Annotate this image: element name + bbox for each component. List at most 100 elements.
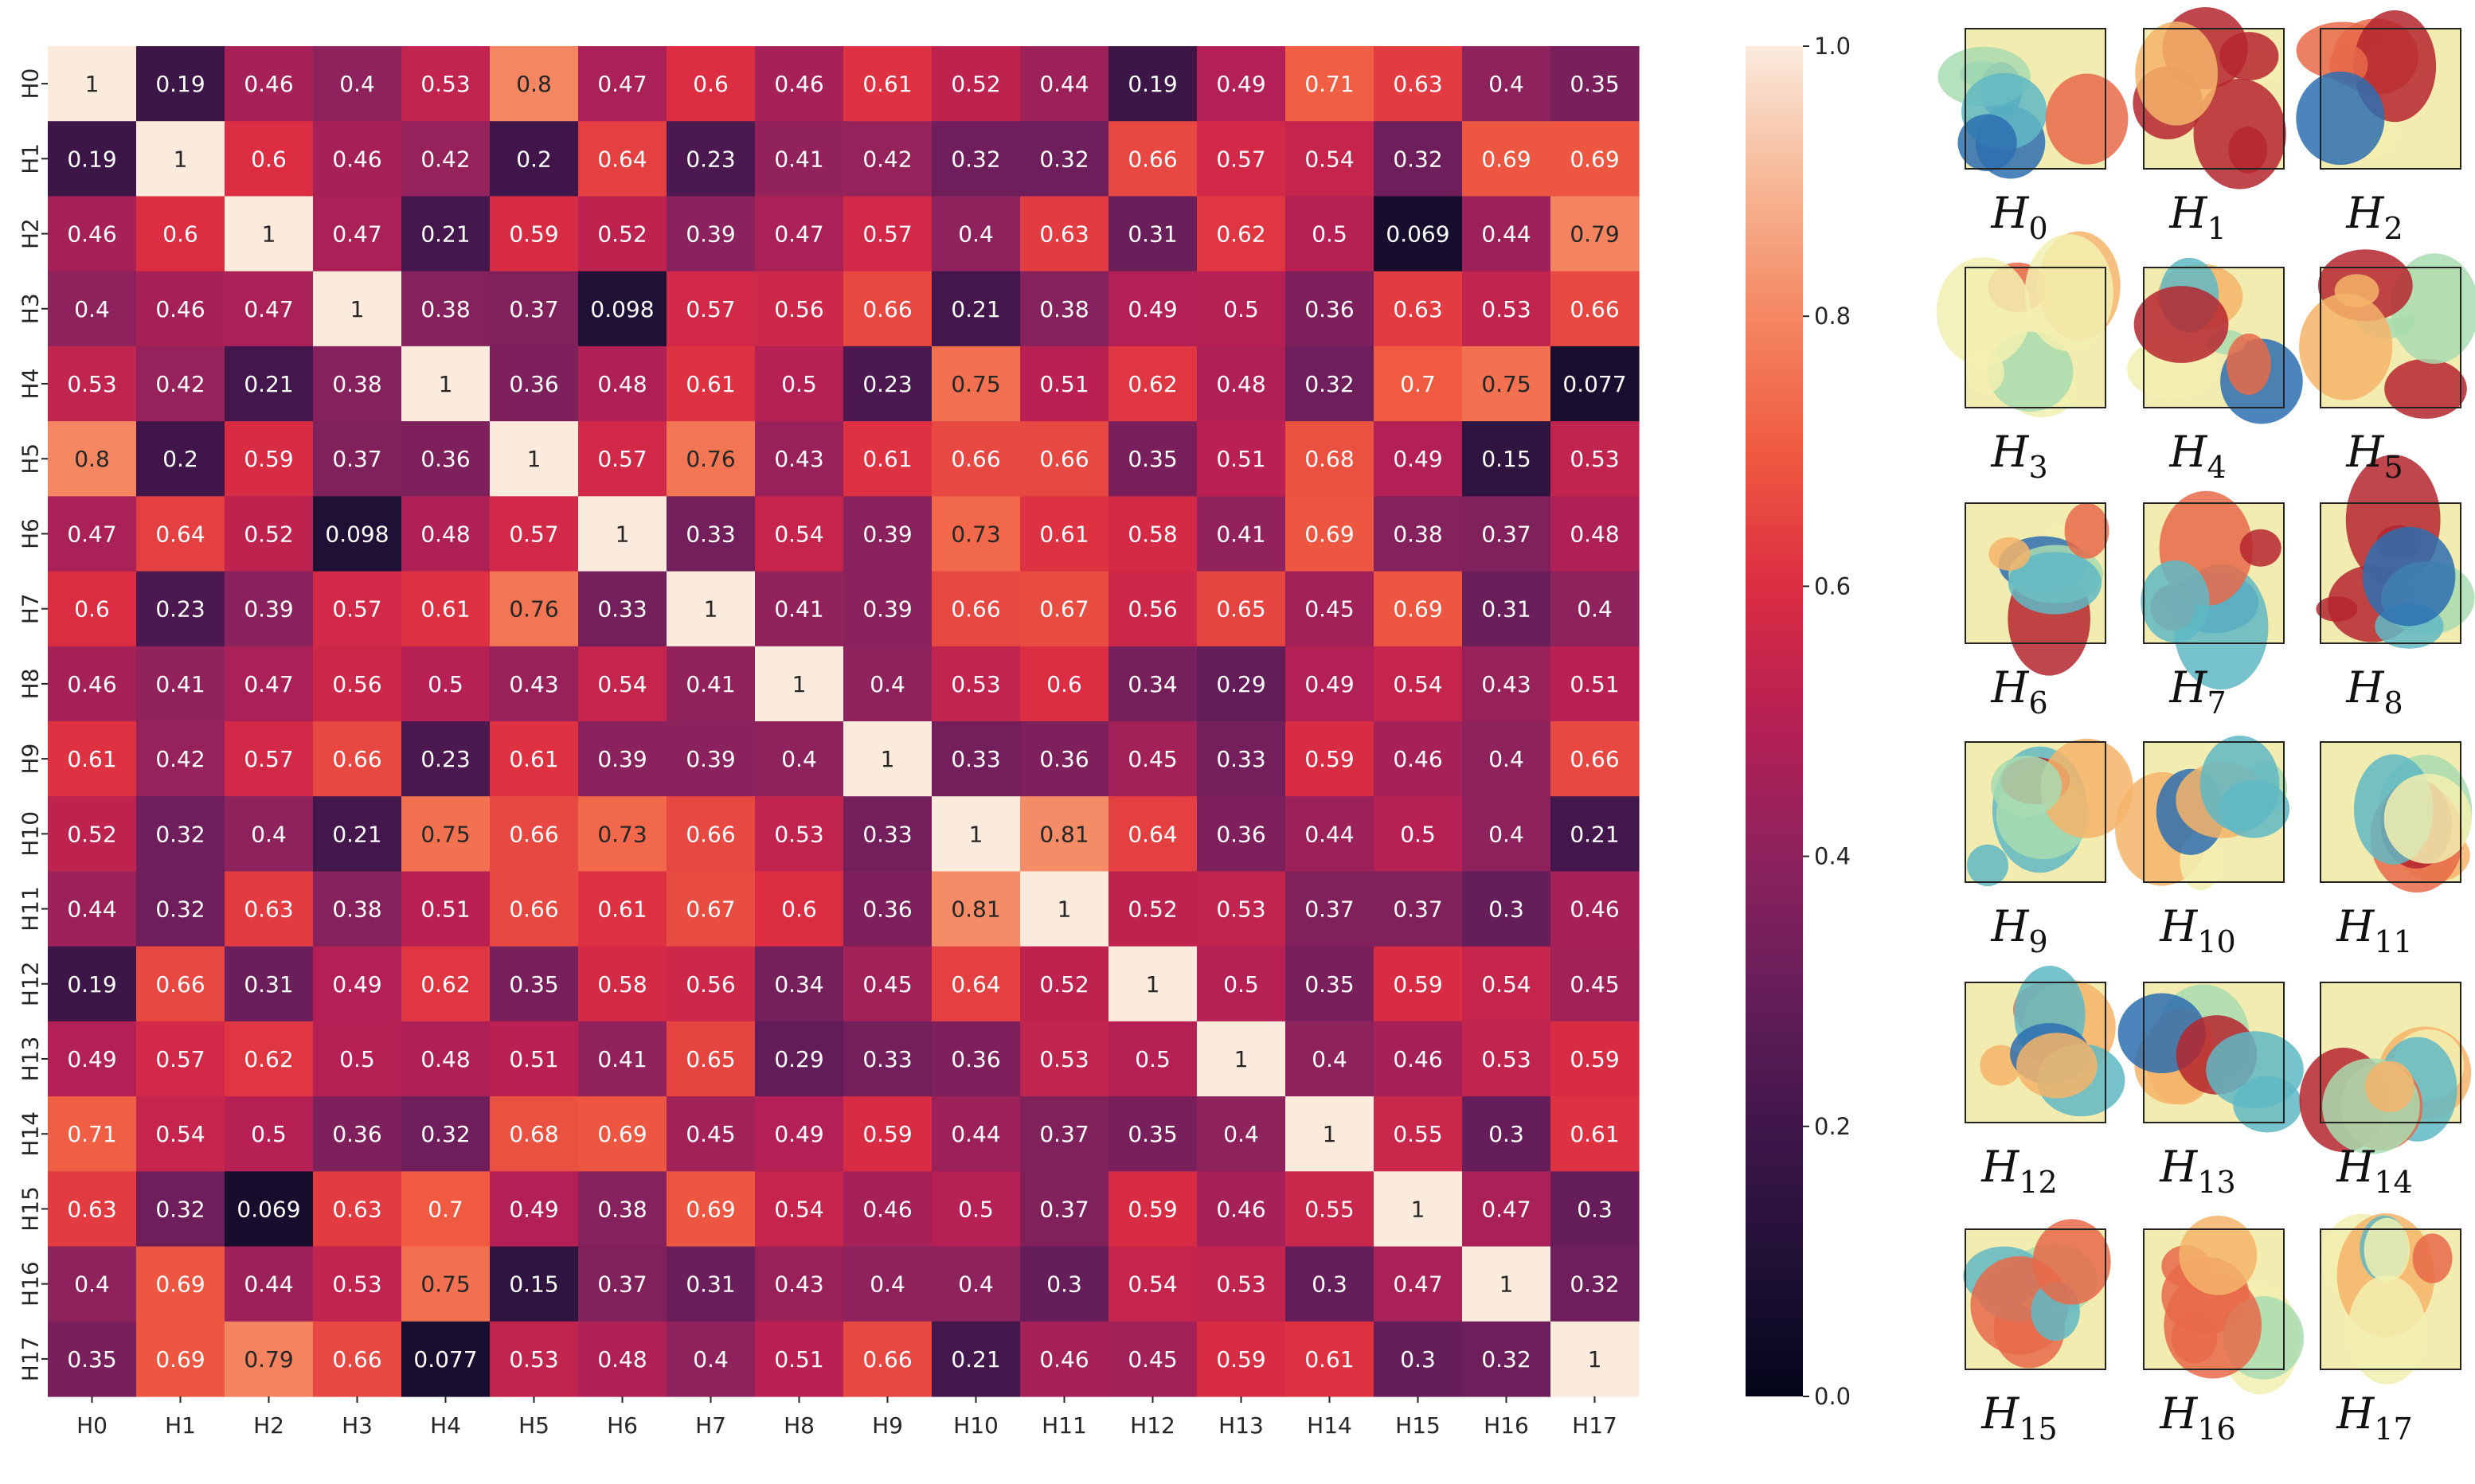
heatmap-cell-label: 1 bbox=[704, 596, 718, 623]
heatmap-cell-label: 0.53 bbox=[1039, 1046, 1089, 1072]
heatmap-cell-label: 0.37 bbox=[597, 1271, 647, 1298]
heatmap-cell bbox=[401, 196, 491, 272]
heatmap-cell-label: 0.6 bbox=[251, 146, 287, 172]
heatmap-cell-label: 0.4 bbox=[693, 1346, 729, 1373]
attention-map-label: H10 bbox=[2159, 901, 2235, 959]
heatmap-cell bbox=[313, 1321, 402, 1397]
heatmap-cell bbox=[578, 46, 667, 122]
attention-map-label: H7 bbox=[2168, 662, 2226, 721]
heatmap-cell bbox=[1197, 721, 1286, 797]
attention-map-thumbnail bbox=[2316, 455, 2475, 649]
heatmap-cell bbox=[843, 1321, 933, 1397]
heatmap-cell-label: 0.61 bbox=[1570, 1121, 1619, 1147]
heatmap-cell bbox=[1108, 196, 1198, 272]
heatmap-cell-label: 0.53 bbox=[774, 821, 823, 847]
heatmap-cell-label: 0.62 bbox=[244, 1046, 293, 1072]
heatmap-cell-label: 0.62 bbox=[420, 971, 470, 998]
heatmap-cell bbox=[843, 421, 933, 497]
heatmap-cell bbox=[136, 346, 225, 422]
heatmap-cell bbox=[1374, 1096, 1463, 1172]
heatmap-cell-label: 0.73 bbox=[951, 521, 1000, 547]
heatmap-cell-label: 0.57 bbox=[1216, 146, 1265, 172]
x-tick-label: H6 bbox=[607, 1412, 638, 1439]
heatmap-cell-label: 0.35 bbox=[67, 1346, 116, 1373]
heatmap-cell bbox=[1020, 196, 1109, 272]
heatmap-cell bbox=[136, 196, 225, 272]
x-tick-label: H4 bbox=[430, 1412, 461, 1439]
heatmap-cell bbox=[225, 1246, 314, 1322]
heatmap-cell bbox=[1020, 871, 1109, 947]
heatmap-cell bbox=[1108, 946, 1198, 1022]
x-tick-label: H13 bbox=[1218, 1412, 1264, 1439]
x-tick-label: H12 bbox=[1130, 1412, 1175, 1439]
heatmap-cell bbox=[136, 646, 225, 722]
heatmap-cell-label: 0.46 bbox=[332, 146, 381, 172]
heatmap-cell bbox=[1108, 646, 1198, 722]
attention-map-thumbnail bbox=[1965, 966, 2125, 1123]
heatmap-cell bbox=[843, 196, 933, 272]
heatmap-cell bbox=[48, 646, 137, 722]
heatmap-cell-label: 0.35 bbox=[1304, 971, 1354, 998]
heatmap-cell bbox=[1020, 346, 1109, 422]
heatmap-cell-label: 0.67 bbox=[1039, 596, 1089, 623]
heatmap-cell bbox=[1374, 121, 1463, 197]
attention-map-thumbnail bbox=[1965, 738, 2133, 887]
heatmap-cell-label: 0.38 bbox=[420, 296, 470, 322]
heatmap-cell-label: 0.41 bbox=[1216, 521, 1265, 547]
attention-map-thumbnail bbox=[1936, 231, 2121, 418]
heatmap-cell bbox=[1020, 1321, 1109, 1397]
heatmap-cell bbox=[401, 1321, 491, 1397]
heatmap-cell bbox=[1550, 196, 1640, 272]
heatmap-cell bbox=[1197, 496, 1286, 572]
heatmap-cell bbox=[843, 571, 933, 647]
heatmap-cell-label: 0.4 bbox=[781, 746, 817, 772]
heatmap-cell bbox=[1020, 796, 1109, 873]
heatmap-cell bbox=[1108, 496, 1198, 572]
heatmap-cell-label: 0.4 bbox=[1312, 1046, 1347, 1072]
heatmap-cell-label: 0.32 bbox=[1039, 146, 1089, 172]
heatmap-cell-label: 0.38 bbox=[1393, 521, 1442, 547]
heatmap-cell bbox=[136, 46, 225, 122]
heatmap-cell-label: 0.51 bbox=[1216, 446, 1265, 472]
heatmap-cell-label: 0.61 bbox=[509, 746, 558, 772]
heatmap-cell-label: 0.59 bbox=[862, 1121, 912, 1147]
y-tick-label: H1 bbox=[18, 143, 44, 174]
heatmap-cell-label: 0.59 bbox=[244, 446, 293, 472]
heatmap-cell bbox=[1197, 121, 1286, 197]
heatmap-cell-label: 0.51 bbox=[774, 1346, 823, 1373]
heatmap-cell bbox=[578, 421, 667, 497]
heatmap-cell-label: 0.37 bbox=[1481, 521, 1531, 547]
y-tick-label: H17 bbox=[18, 1337, 44, 1382]
heatmap-cell-label: 0.44 bbox=[1039, 71, 1089, 97]
heatmap-cell-label: 0.5 bbox=[1223, 296, 1259, 322]
heatmap-cell-label: 0.5 bbox=[251, 1121, 287, 1147]
colorbar-tick-label: 0.0 bbox=[1814, 1383, 1851, 1410]
heatmap-cell-label: 0.23 bbox=[420, 746, 470, 772]
heatmap-cell bbox=[136, 946, 225, 1022]
heatmap-cell bbox=[1108, 421, 1198, 497]
heatmap-cell bbox=[1462, 121, 1551, 197]
heatmap-cell bbox=[932, 496, 1021, 572]
heatmap-cell bbox=[667, 571, 756, 647]
heatmap-cell bbox=[932, 721, 1021, 797]
heatmap-cell-label: 0.69 bbox=[1570, 146, 1619, 172]
x-tick-label: H0 bbox=[76, 1412, 108, 1439]
heatmap-cell-label: 0.53 bbox=[1216, 896, 1265, 923]
heatmap-cell bbox=[1550, 496, 1640, 572]
heatmap-cell bbox=[401, 121, 491, 197]
heatmap-cell bbox=[1197, 421, 1286, 497]
attention-map-thumbnail bbox=[2117, 982, 2304, 1133]
heatmap-cell bbox=[578, 1246, 667, 1322]
heatmap-cell-label: 0.8 bbox=[74, 446, 110, 472]
heatmap-cell bbox=[932, 196, 1021, 272]
heatmap-cell-label: 0.4 bbox=[251, 821, 287, 847]
heatmap-cell bbox=[225, 1321, 314, 1397]
attention-map-thumbnail bbox=[2299, 249, 2475, 419]
y-tick-label: H4 bbox=[18, 369, 44, 400]
heatmap-cell bbox=[1020, 646, 1109, 722]
heatmap-cell bbox=[401, 1171, 491, 1248]
heatmap-cell bbox=[1550, 1171, 1640, 1248]
heatmap-cell-label: 0.45 bbox=[1128, 1346, 1177, 1373]
heatmap-cell bbox=[755, 571, 844, 647]
heatmap-cell-label: 0.61 bbox=[862, 71, 912, 97]
